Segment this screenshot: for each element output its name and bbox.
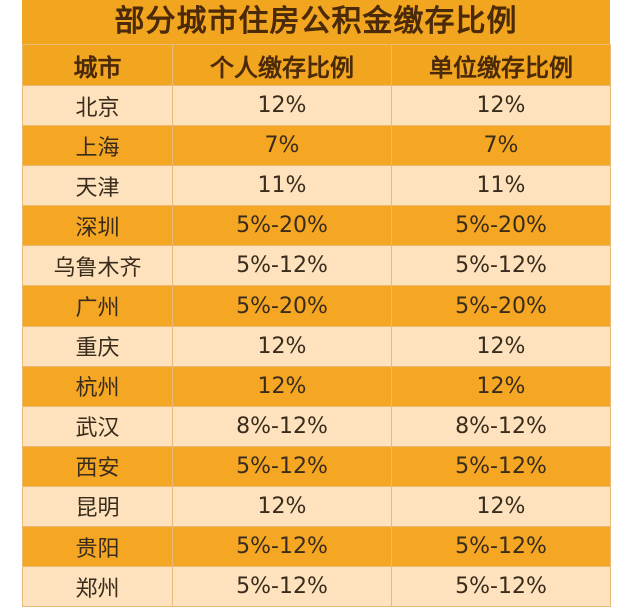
header-city: 城市 (22, 44, 173, 86)
employer-rate-cell: 12% (391, 325, 611, 367)
city-cell: 广州 (22, 285, 173, 327)
table-row: 广州 5%-20% 5%-20% (22, 285, 611, 327)
personal-rate-cell: 5%-12% (172, 445, 392, 487)
city-cell: 武汉 (22, 405, 173, 447)
city-cell: 深圳 (22, 205, 173, 247)
employer-rate-cell: 5%-12% (391, 445, 611, 487)
personal-rate-cell: 12% (172, 485, 392, 528)
personal-rate-cell: 7% (172, 125, 392, 167)
table-row: 昆明 12% 12% (22, 485, 611, 528)
table-row: 郑州 5%-12% 5%-12% (22, 566, 611, 608)
personal-rate-cell: 5%-20% (172, 205, 392, 247)
employer-rate-cell: 5%-12% (391, 245, 611, 287)
city-cell: 北京 (22, 84, 173, 127)
personal-rate-cell: 5%-20% (172, 285, 392, 327)
employer-rate-cell: 11% (391, 165, 611, 207)
employer-rate-cell: 7% (391, 125, 611, 167)
employer-rate-cell: 5%-20% (391, 205, 611, 247)
employer-rate-cell: 12% (391, 84, 611, 127)
table-row: 深圳 5%-20% 5%-20% (22, 205, 611, 247)
table-row: 乌鲁木齐 5%-12% 5%-12% (22, 245, 611, 287)
employer-rate-cell: 12% (391, 485, 611, 528)
city-cell: 昆明 (22, 485, 173, 528)
personal-rate-cell: 12% (172, 325, 392, 367)
header-employer-rate: 单位缴存比例 (391, 44, 611, 86)
personal-rate-cell: 5%-12% (172, 526, 392, 568)
table-header-row: 城市 个人缴存比例 单位缴存比例 (22, 44, 611, 86)
city-cell: 天津 (22, 165, 173, 207)
table-row: 上海 7% 7% (22, 125, 611, 167)
contribution-rate-table: 城市 个人缴存比例 单位缴存比例 北京 12% 12% 上海 7% 7% 天津 … (22, 44, 611, 608)
table-row: 北京 12% 12% (22, 84, 611, 127)
personal-rate-cell: 8%-12% (172, 405, 392, 447)
table-row: 天津 11% 11% (22, 165, 611, 207)
city-cell: 西安 (22, 445, 173, 487)
header-personal-rate: 个人缴存比例 (172, 44, 392, 86)
table-row: 贵阳 5%-12% 5%-12% (22, 526, 611, 568)
table-row: 西安 5%-12% 5%-12% (22, 445, 611, 487)
employer-rate-cell: 8%-12% (391, 405, 611, 447)
personal-rate-cell: 11% (172, 165, 392, 207)
table-row: 武汉 8%-12% 8%-12% (22, 405, 611, 447)
table-row: 重庆 12% 12% (22, 325, 611, 367)
table-row: 杭州 12% 12% (22, 365, 611, 407)
employer-rate-cell: 12% (391, 365, 611, 407)
personal-rate-cell: 12% (172, 84, 392, 127)
employer-rate-cell: 5%-12% (391, 566, 611, 608)
personal-rate-cell: 5%-12% (172, 566, 392, 608)
personal-rate-cell: 5%-12% (172, 245, 392, 287)
personal-rate-cell: 12% (172, 365, 392, 407)
city-cell: 杭州 (22, 365, 173, 407)
employer-rate-cell: 5%-20% (391, 285, 611, 327)
city-cell: 郑州 (22, 566, 173, 608)
city-cell: 乌鲁木齐 (22, 245, 173, 287)
employer-rate-cell: 5%-12% (391, 526, 611, 568)
city-cell: 重庆 (22, 325, 173, 367)
city-cell: 上海 (22, 125, 173, 167)
page-title: 部分城市住房公积金缴存比例 (22, 0, 610, 44)
city-cell: 贵阳 (22, 526, 173, 568)
